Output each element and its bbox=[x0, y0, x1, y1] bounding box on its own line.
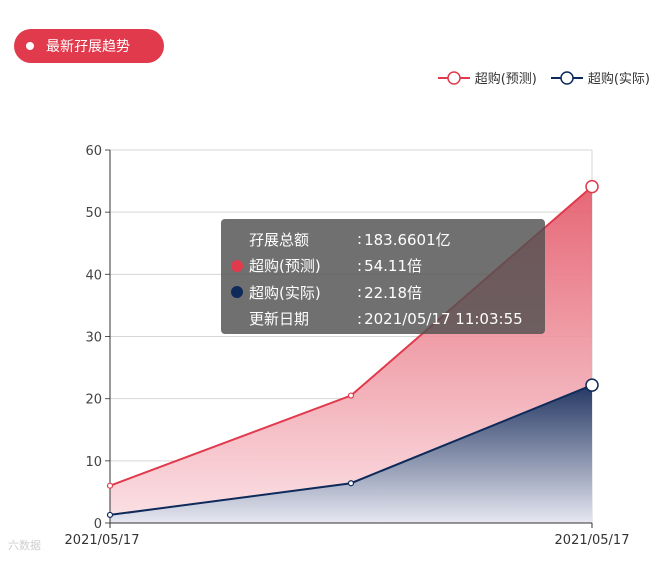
data-point[interactable] bbox=[347, 480, 355, 487]
x-tick-label: 2021/05/17 bbox=[65, 533, 140, 548]
tooltip-row: 孖展总额: 183.6601亿 bbox=[231, 226, 545, 253]
legend-actual-icon bbox=[550, 70, 583, 85]
tooltip-label: 更新日期 bbox=[249, 310, 310, 329]
tag-dot-icon bbox=[26, 42, 34, 50]
watermark: 六数据 bbox=[8, 539, 41, 552]
tooltip-bullet-icon bbox=[231, 259, 243, 272]
trend-tag: 最新孖展趋势 bbox=[14, 29, 164, 63]
data-point[interactable] bbox=[585, 179, 599, 194]
data-point[interactable] bbox=[585, 378, 599, 392]
y-tick-label: 20 bbox=[85, 393, 102, 408]
tooltip-value: 183.6601亿 bbox=[364, 230, 451, 249]
tooltip-row: 更新日期: 2021/05/17 11:03:55 bbox=[231, 306, 545, 333]
legend-forecast-label: 超购(预测) bbox=[474, 72, 537, 87]
y-tick-label: 60 bbox=[85, 144, 102, 159]
legend-forecast-icon bbox=[437, 70, 470, 85]
tooltip-value: 54.11倍 bbox=[364, 257, 423, 276]
tooltip-label: 超购(预测) bbox=[249, 257, 321, 276]
data-point[interactable] bbox=[347, 392, 355, 399]
x-tick-label: 2021/05/17 bbox=[555, 533, 630, 548]
tooltip-label: 超购(实际) bbox=[249, 283, 321, 302]
legend-item-forecast[interactable]: 超购(预测) bbox=[437, 68, 537, 87]
tooltip-row: 超购(预测): 54.11倍 bbox=[231, 253, 545, 280]
y-tick-label: 50 bbox=[85, 206, 102, 221]
tooltip-colon: : bbox=[357, 230, 363, 249]
tag-label: 最新孖展趋势 bbox=[46, 39, 130, 55]
tooltip-colon: : bbox=[357, 309, 363, 328]
tooltip-row: 超购(实际): 22.18倍 bbox=[231, 279, 545, 306]
tooltip-label: 孖展总额 bbox=[249, 230, 310, 249]
legend-actual-label: 超购(实际) bbox=[587, 72, 650, 87]
tooltip-bullet-icon bbox=[231, 286, 243, 299]
chart-tooltip: 孖展总额: 183.6601亿 超购(预测): 54.11倍 超购(实际): 22.… bbox=[221, 219, 545, 334]
data-point[interactable] bbox=[106, 511, 114, 519]
y-tick-label: 30 bbox=[85, 331, 102, 346]
tooltip-bullet-icon bbox=[231, 233, 243, 245]
tooltip-value: 22.18倍 bbox=[364, 283, 423, 302]
series-area-1 bbox=[110, 385, 592, 523]
chart-legend: 超购(预测) 超购(实际) bbox=[424, 68, 650, 87]
y-tick-label: 10 bbox=[85, 455, 102, 470]
tooltip-value: 2021/05/17 11:03:55 bbox=[364, 309, 523, 328]
legend-item-actual[interactable]: 超购(实际) bbox=[550, 68, 650, 87]
tooltip-bullet-icon bbox=[231, 313, 243, 325]
tooltip-colon: : bbox=[357, 283, 363, 302]
y-tick-label: 40 bbox=[85, 268, 102, 283]
tooltip-colon: : bbox=[357, 256, 363, 275]
y-tick-label: 0 bbox=[94, 517, 102, 532]
data-point[interactable] bbox=[106, 482, 114, 489]
